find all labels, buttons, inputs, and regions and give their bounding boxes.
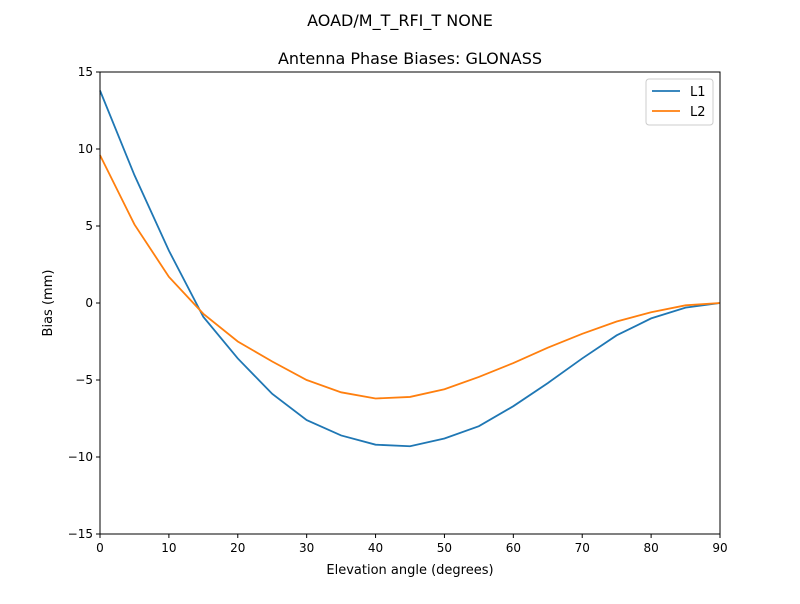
y-tick-label: 10 (78, 142, 93, 156)
chart-title: Antenna Phase Biases: GLONASS (278, 49, 542, 68)
x-tick-label: 40 (368, 541, 383, 555)
chart-suptitle: AOAD/M_T_RFI_T NONE (307, 11, 493, 31)
x-tick-label: 80 (643, 541, 658, 555)
x-tick-label: 90 (712, 541, 727, 555)
y-tick-label: 5 (85, 219, 93, 233)
y-tick-label: 15 (78, 65, 93, 79)
x-tick-label: 10 (161, 541, 176, 555)
y-tick-label: −10 (68, 450, 93, 464)
y-axis-label: Bias (mm) (41, 270, 56, 337)
y-tick-label: 0 (85, 296, 93, 310)
x-tick-label: 70 (575, 541, 590, 555)
x-tick-label: 60 (506, 541, 521, 555)
x-axis-label: Elevation angle (degrees) (326, 563, 493, 578)
legend-label-L1: L1 (690, 85, 706, 100)
x-tick-label: 50 (437, 541, 452, 555)
legend-label-L2: L2 (690, 105, 706, 120)
series-line-L2 (99, 154, 721, 400)
series-line-L1 (99, 90, 721, 448)
x-tick-label: 20 (230, 541, 245, 555)
x-tick-label: 30 (299, 541, 314, 555)
y-tick-label: −15 (68, 527, 93, 541)
x-tick-label: 0 (96, 541, 104, 555)
y-tick-label: −5 (75, 373, 93, 387)
